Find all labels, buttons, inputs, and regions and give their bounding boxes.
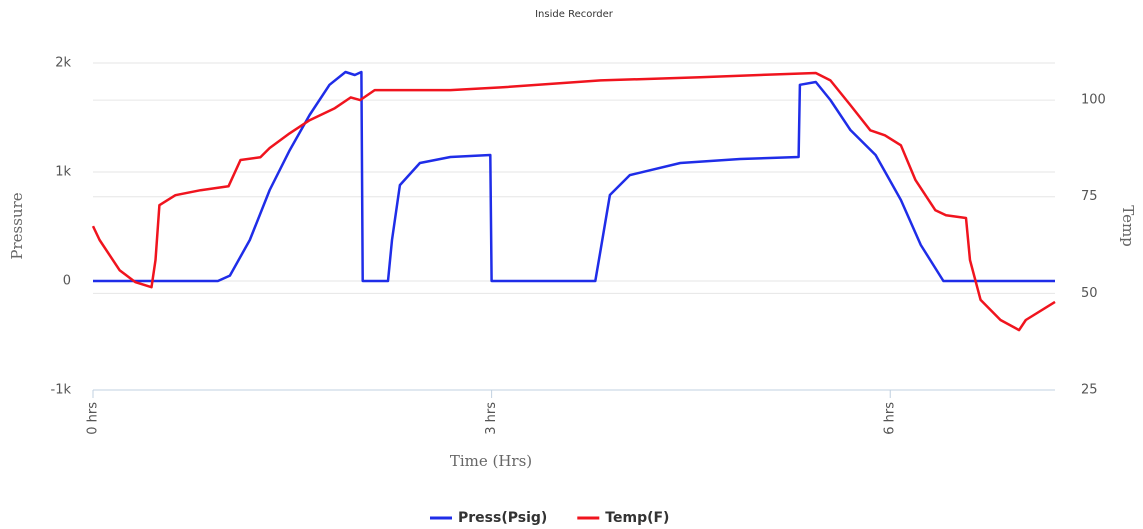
y2-tick-label: 25: [1081, 383, 1098, 398]
y-tick-label: 1k: [55, 165, 71, 180]
x-tick-label: 6 hrs: [883, 402, 898, 435]
chart-title: Inside Recorder: [535, 9, 614, 20]
legend-label: Temp(F): [605, 510, 669, 526]
legend-label: Press(Psig): [458, 510, 547, 526]
x-tick-label: 3 hrs: [484, 402, 499, 435]
x-axis-title: Time (Hrs): [450, 452, 532, 470]
series-line: [93, 70, 1055, 283]
y-axis-title: Pressure: [8, 192, 26, 259]
series-line: [91, 71, 1056, 332]
y-tick-label: 0: [63, 274, 71, 289]
y2-tick-label: 75: [1081, 189, 1098, 204]
y2-axis-title: Temp: [1119, 205, 1137, 247]
x-tick-label: 0 hrs: [86, 402, 101, 435]
y-tick-label: 2k: [55, 56, 71, 71]
y-tick-label: -1k: [51, 383, 72, 398]
y2-tick-label: 100: [1081, 93, 1106, 108]
y2-tick-label: 50: [1081, 286, 1098, 301]
